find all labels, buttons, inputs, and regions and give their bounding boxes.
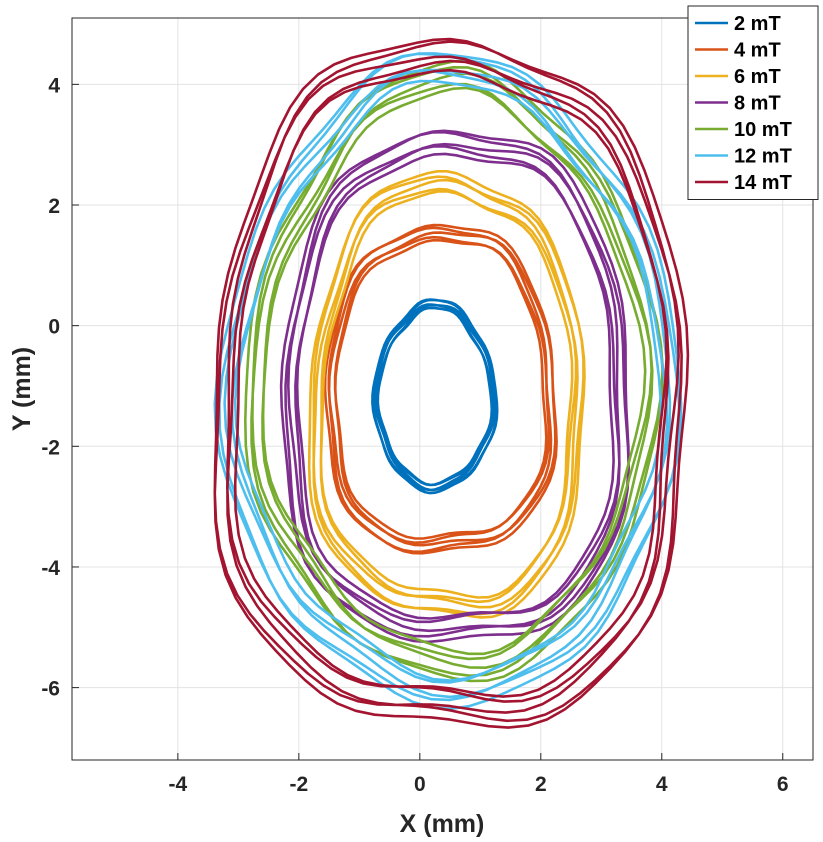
- tick-labels: -4 -2 0 2 4 6 -6 -4 -2 0 2 4: [41, 74, 788, 796]
- x-axis-label: X (mm): [400, 810, 485, 838]
- series-group: [213, 37, 690, 729]
- y-tick-label: -4: [41, 557, 60, 580]
- x-tick-label: 0: [414, 773, 426, 796]
- series-line-14-mt: [213, 37, 690, 729]
- y-tick-label: -6: [41, 678, 60, 701]
- legend[interactable]: 2 mT 4 mT 6 mT 8 mT 10 mT 12 mT 14 mT: [687, 5, 819, 200]
- y-tick-label: 4: [48, 74, 60, 97]
- legend-label[interactable]: 14 mT: [734, 172, 792, 194]
- x-tick-label: -4: [169, 773, 188, 796]
- x-tick-label: 4: [656, 773, 668, 796]
- plot-frame: [71, 17, 814, 761]
- series-line-4-mt: [323, 223, 558, 555]
- legend-label[interactable]: 4 mT: [734, 40, 781, 62]
- y-tick-label: -2: [41, 436, 60, 459]
- grid: [72, 18, 813, 760]
- legend-label[interactable]: 6 mT: [734, 66, 781, 88]
- series-line-6-mt: [307, 170, 586, 619]
- legend-label[interactable]: 10 mT: [734, 119, 792, 141]
- legend-label[interactable]: 2 mT: [734, 13, 781, 35]
- series-line-2-mt: [371, 298, 499, 495]
- y-axis-label: Y (mm): [8, 347, 36, 431]
- y-tick-label: 0: [48, 316, 60, 339]
- x-tick-label: 2: [535, 773, 547, 796]
- x-tick-label: 6: [777, 773, 789, 796]
- legend-label[interactable]: 12 mT: [734, 146, 792, 168]
- x-tick-label: -2: [289, 773, 308, 796]
- series-line-12-mt: [213, 52, 683, 711]
- y-tick-label: 2: [48, 195, 60, 218]
- legend-label[interactable]: 8 mT: [734, 93, 781, 115]
